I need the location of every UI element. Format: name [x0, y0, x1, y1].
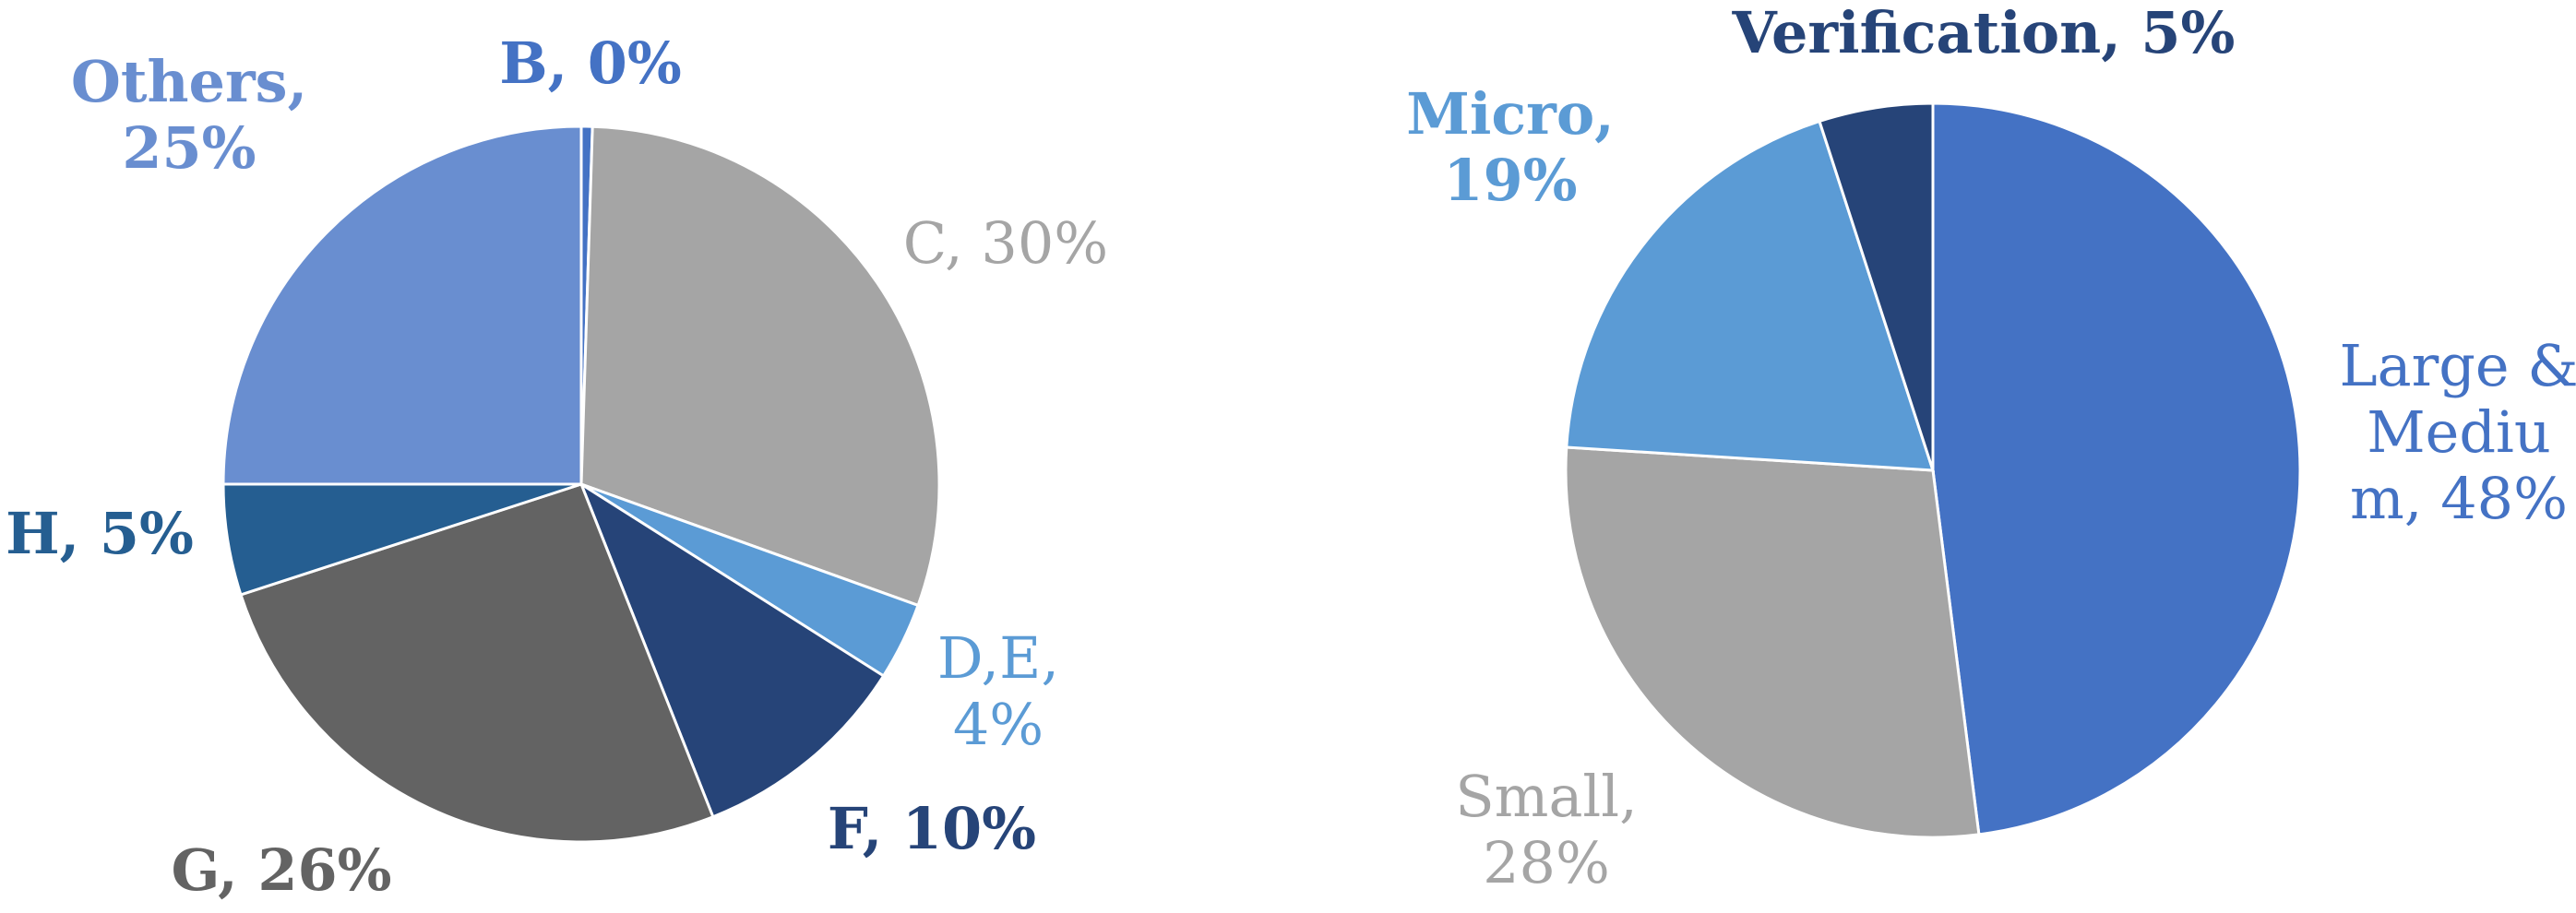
- data-label-small: Small, 28%: [1455, 763, 1638, 896]
- pie-slice-large-medium: [1931, 101, 2302, 836]
- data-label-g: G, 26%: [171, 836, 391, 904]
- data-label-others: Others, 25%: [71, 48, 307, 182]
- pie-slice-small: [1564, 445, 1981, 839]
- pie-slice-micro: [1565, 119, 1936, 472]
- data-label-d-e: D,E, 4%: [937, 624, 1059, 758]
- pie-slice-c: [579, 125, 941, 608]
- data-label-f: F, 10%: [828, 795, 1036, 862]
- data-label-c: C, 30%: [903, 209, 1108, 277]
- pie-chart-sectors: B, 0% C, 30% D,E, 4% F, 10% G, 26% H, 5% Others…: [6, 30, 1108, 904]
- pie-slice-f: [578, 480, 886, 819]
- pie-slice-verification: [1818, 101, 1935, 471]
- pie-chart-segments: Large & Mediu m, 48% Small, 28% Micro, 19% Veri…: [1406, 0, 2576, 896]
- data-label-b: B, 0%: [499, 30, 682, 97]
- data-label-large-medium: Large & Mediu m, 48%: [2339, 332, 2576, 532]
- data-label-h: H, 5%: [6, 500, 194, 567]
- data-label-micro: Micro, 19%: [1406, 80, 1615, 214]
- pie-slice-others: [221, 125, 583, 486]
- pie-slice-g: [239, 482, 715, 844]
- data-label-verification: Verification, 5%: [1732, 0, 2236, 66]
